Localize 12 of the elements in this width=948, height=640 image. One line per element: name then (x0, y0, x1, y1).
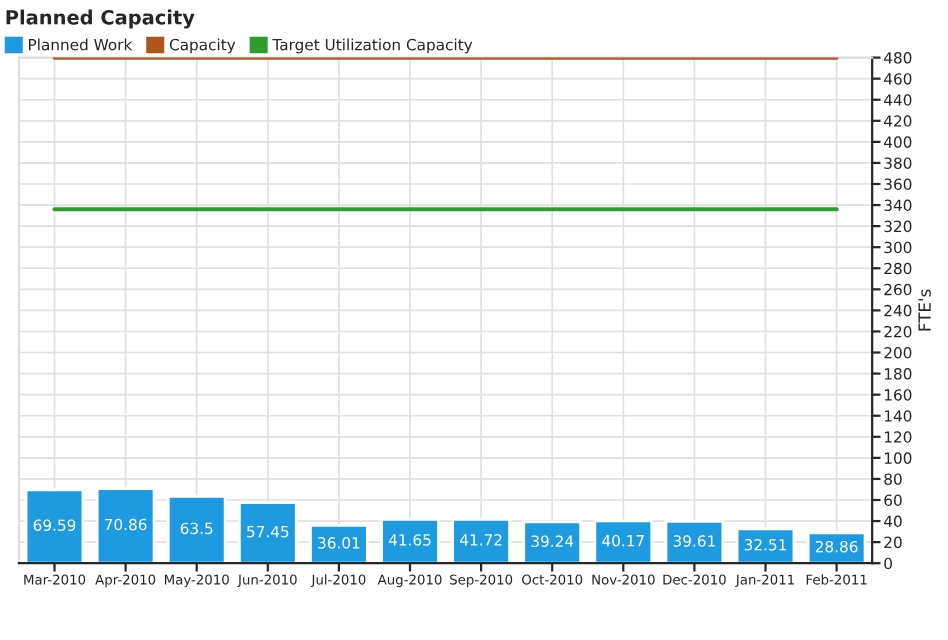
bar (664, 520, 725, 564)
bar (451, 517, 511, 564)
chart-title: Planned Capacity (6, 9, 195, 29)
y-axis-title: FTE's (918, 289, 931, 331)
bar (309, 523, 369, 564)
bar (95, 487, 156, 564)
bar (522, 520, 583, 564)
bar (380, 517, 440, 564)
bar (237, 501, 298, 564)
bar (166, 494, 227, 564)
bar (24, 488, 85, 564)
bar (593, 519, 654, 564)
